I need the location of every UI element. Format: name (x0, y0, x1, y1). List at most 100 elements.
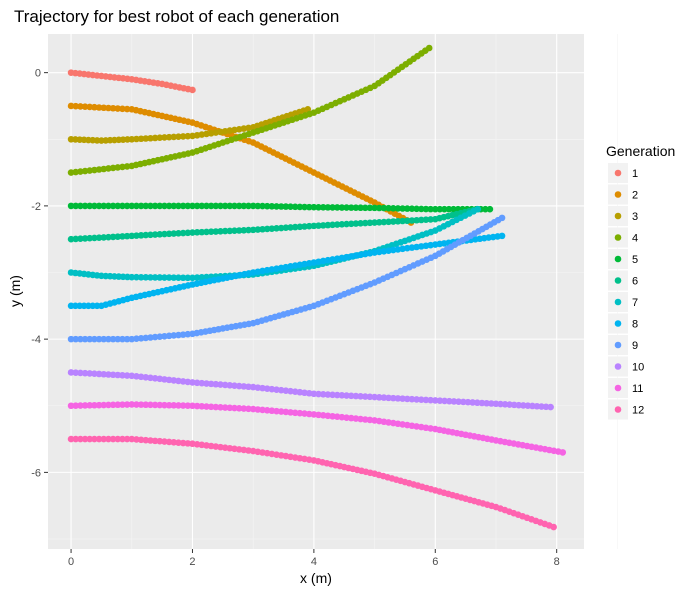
data-point (464, 398, 472, 406)
data-point (217, 202, 224, 210)
data-point (123, 232, 131, 240)
data-point (189, 274, 196, 282)
data-point (123, 335, 131, 343)
data-point (436, 397, 444, 404)
data-point (305, 222, 313, 230)
data-point (95, 370, 103, 378)
data-point (324, 391, 332, 398)
data-point (114, 435, 122, 443)
data-point (133, 135, 140, 143)
data-point (109, 104, 117, 112)
legend-marker (614, 384, 622, 392)
data-point (142, 274, 150, 281)
data-point (184, 402, 192, 409)
legend-label: 10 (632, 362, 644, 374)
data-point (207, 202, 215, 210)
data-point (207, 403, 215, 411)
data-point (375, 394, 383, 401)
data-point (114, 401, 122, 409)
data-point (547, 403, 554, 411)
data-point (165, 133, 173, 141)
data-point (296, 223, 304, 231)
data-point (263, 202, 271, 210)
data-point (81, 369, 89, 377)
data-point (156, 231, 164, 238)
data-point (179, 402, 187, 409)
data-point (95, 234, 103, 241)
series-1 (67, 69, 196, 94)
data-point (389, 204, 397, 212)
data-point (151, 231, 159, 238)
y-axis-title: y (m) (7, 275, 23, 307)
data-point (347, 392, 355, 400)
chart-title: Trajectory for best robot of each genera… (14, 7, 339, 26)
data-point (193, 229, 201, 236)
data-point (119, 401, 126, 408)
legend-marker (614, 406, 622, 413)
data-point (245, 202, 252, 210)
data-point (413, 216, 420, 224)
data-point (333, 391, 341, 399)
data-point (385, 204, 392, 212)
data-point (189, 402, 196, 410)
data-point (114, 105, 122, 112)
data-point (221, 202, 229, 210)
series-8 (67, 232, 506, 310)
data-point (268, 202, 276, 210)
data-point (67, 235, 75, 243)
legend-label: 11 (632, 383, 643, 395)
data-point (282, 203, 290, 210)
data-point (399, 395, 406, 402)
data-point (427, 396, 434, 404)
data-point (559, 449, 567, 456)
data-point (425, 44, 433, 52)
data-point (123, 202, 131, 210)
data-point (422, 205, 430, 213)
data-point (203, 228, 210, 236)
data-point (498, 232, 506, 240)
data-point (422, 396, 430, 404)
data-point (189, 229, 196, 236)
series-10 (67, 369, 554, 411)
data-point (179, 133, 187, 140)
data-point (114, 371, 122, 379)
data-point (329, 204, 336, 211)
data-point (427, 205, 434, 213)
data-point (170, 202, 178, 210)
legend-marker (614, 234, 622, 241)
data-point (109, 401, 117, 409)
data-point (142, 135, 150, 142)
data-point (478, 399, 486, 407)
data-point (72, 202, 80, 210)
data-point (385, 394, 392, 402)
data-point (109, 335, 117, 343)
data-point (245, 405, 252, 413)
data-point (109, 202, 117, 210)
data-point (305, 203, 313, 211)
data-point (357, 204, 364, 212)
data-point (114, 335, 122, 343)
data-point (436, 205, 444, 213)
data-point (273, 203, 280, 210)
data-point (431, 205, 439, 213)
data-point (399, 205, 406, 212)
data-point (67, 402, 75, 410)
data-point (184, 229, 192, 237)
x-tick-label: 6 (432, 556, 438, 568)
data-point (72, 402, 80, 409)
data-point (231, 404, 238, 412)
data-point (203, 202, 210, 210)
y-tick-label: -6 (31, 467, 41, 479)
data-point (86, 435, 94, 443)
data-point (315, 203, 322, 211)
data-point (77, 202, 84, 210)
y-tick-label: -2 (31, 201, 41, 213)
series-2 (67, 102, 415, 226)
data-point (259, 225, 266, 233)
data-point (315, 390, 322, 398)
data-point (95, 401, 103, 409)
data-point (343, 392, 350, 399)
data-point (324, 204, 332, 211)
